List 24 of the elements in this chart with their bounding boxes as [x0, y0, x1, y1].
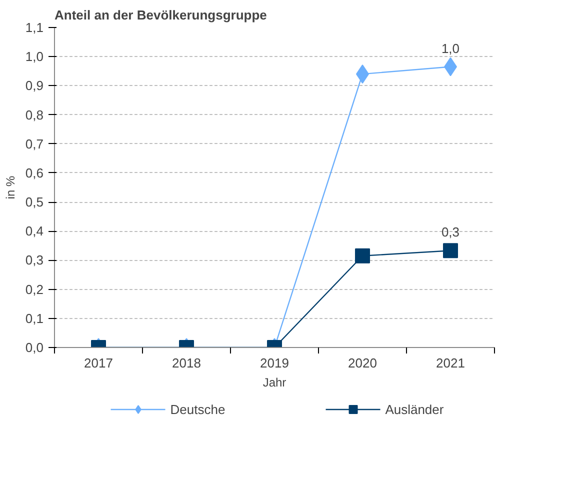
legend-label: Ausländer: [385, 402, 444, 416]
y-tick-label: 1,1: [25, 20, 44, 35]
y-tick-label: 0,3: [25, 252, 44, 268]
x-tick-label: 2019: [260, 356, 289, 370]
y-tick-label: 0,4: [25, 224, 44, 239]
y-tick-label: 0,0: [25, 340, 44, 355]
legend-label: Deutsche: [170, 402, 226, 416]
x-axis-title: Jahr: [262, 376, 286, 390]
y-tick-label: 0,1: [25, 310, 44, 326]
x-tick-label: 2018: [172, 356, 201, 370]
y-tick-label: 0,9: [25, 78, 44, 94]
x-tick-label: 2021: [436, 356, 465, 370]
x-tick-label: 2017: [84, 356, 113, 370]
y-tick-label: 0,7: [25, 136, 44, 152]
y-axis-title: in %: [3, 176, 18, 200]
chart-title: Anteil an der Bevölkerungsgruppe: [54, 8, 267, 22]
y-tick-label: 0,5: [25, 194, 44, 210]
data-label: 0,3: [441, 224, 460, 240]
y-tick-label: 0,2: [25, 282, 44, 297]
y-tick-label: 0,8: [25, 107, 44, 122]
y-tick-label: 0,6: [25, 165, 44, 180]
x-tick-label: 2020: [348, 356, 377, 370]
data-label: 1,0: [441, 40, 460, 56]
y-tick-label: 1,0: [25, 49, 44, 64]
